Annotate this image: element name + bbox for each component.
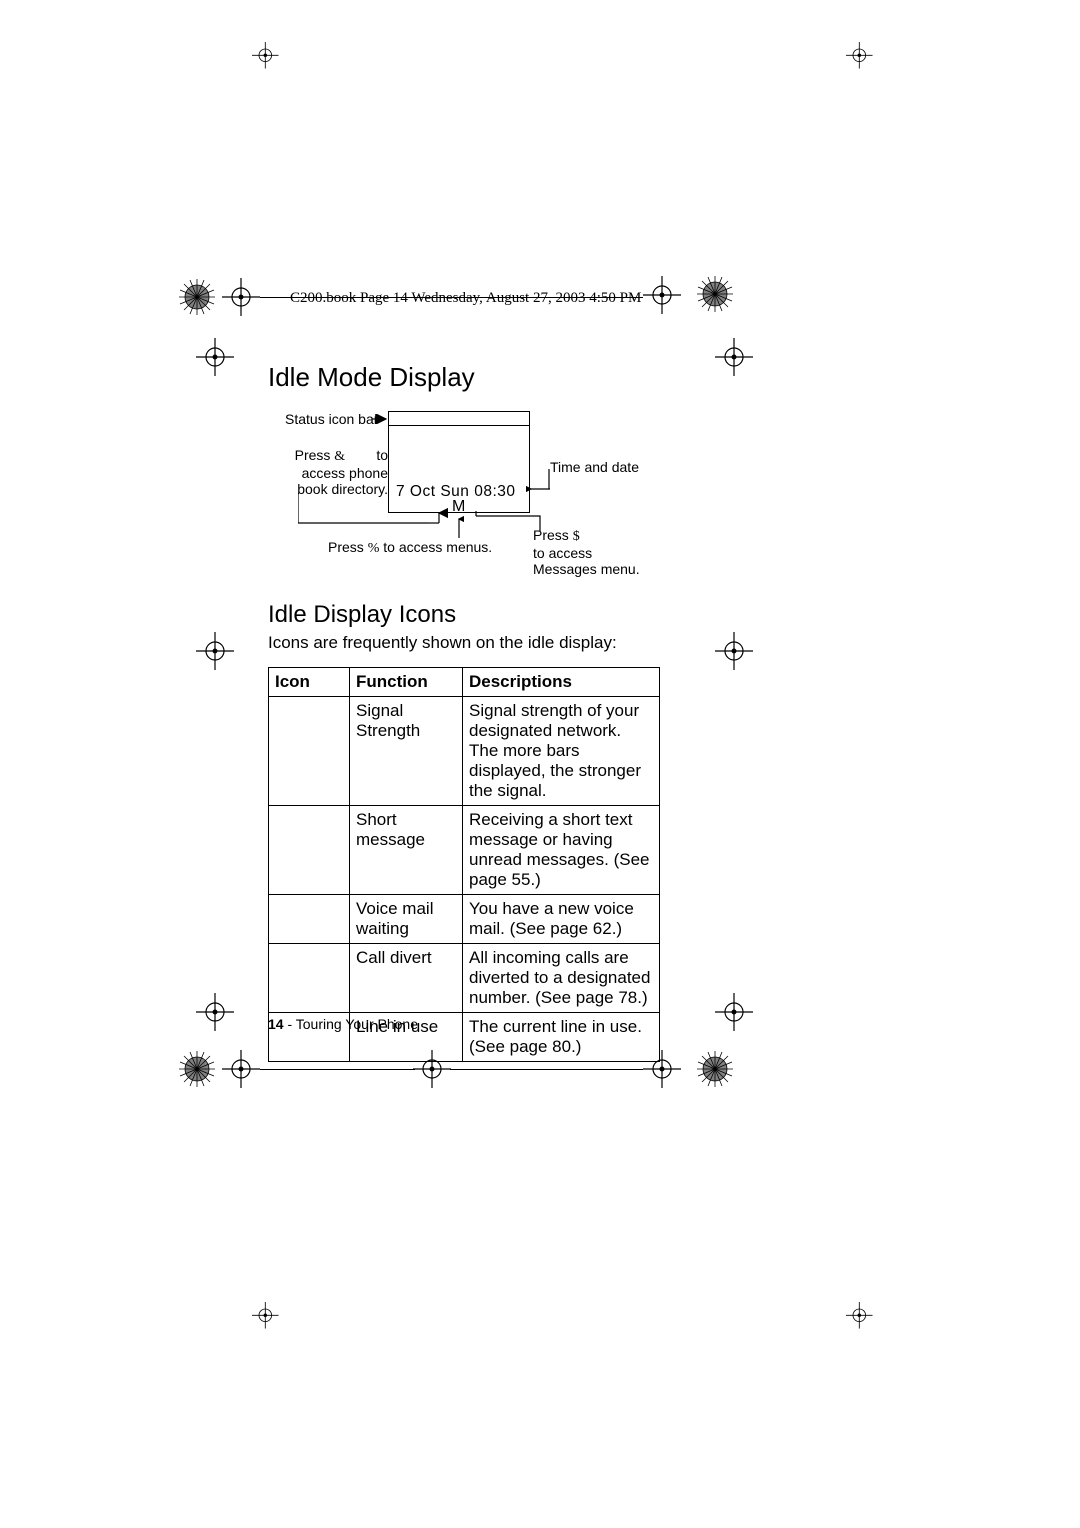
crop-sunburst [178,278,216,316]
table-row: Short message Receiving a short text mes… [269,806,660,895]
crop-sunburst [178,1050,216,1088]
bottom-rule [450,1069,643,1070]
page-footer: 14 - Touring Your Phone [268,1016,418,1032]
cell-description: All incoming calls are diverted to a des… [463,944,660,1013]
header-line: C200.book Page 14 Wednesday, August 27, … [290,290,641,307]
bottom-rule [260,1069,415,1070]
footer-section: - Touring Your Phone [284,1016,418,1032]
cell-icon [269,806,350,895]
crop-sunburst [696,275,734,313]
table-row: Voice mail waiting You have a new voice … [269,895,660,944]
crop-regmark [252,42,279,69]
cell-description: You have a new voice mail. (See page 62.… [463,895,660,944]
heading-idle-icons: Idle Display Icons [268,601,848,629]
crop-regmark [196,338,234,376]
cell-function: Signal Strength [350,697,463,806]
cell-description: Receiving a short text message or having… [463,806,660,895]
status-bar-arrow [372,414,390,424]
crop-regmark [222,1050,260,1088]
crop-regmark [846,42,873,69]
crop-regmark [196,993,234,1031]
cell-icon [269,944,350,1013]
cell-function: Short message [350,806,463,895]
table-header-row: Icon Function Descriptions [269,668,660,697]
th-icon: Icon [269,668,350,697]
crop-regmark [196,632,234,670]
cell-description: The current line in use. (See page 80.) [463,1013,660,1062]
press-menus-label: Press % to access menus. [328,539,492,557]
cell-icon [269,895,350,944]
idle-display-diagram: 7 Oct Sun 08:30 M Status icon bar Press … [268,411,848,581]
time-date-drop [546,469,552,489]
status-bar-divider [388,425,530,426]
press-messages-label: Press $ to access Messages menu. [533,527,640,577]
cell-function: Voice mail waiting [350,895,463,944]
footer-page-number: 14 [268,1016,284,1032]
table-row: Call divert All incoming calls are diver… [269,944,660,1013]
heading-idle-mode: Idle Mode Display [268,362,848,393]
time-date-label: Time and date [550,459,639,475]
press-phonebook-label: Press & to access phone book directory. [288,447,388,497]
messages-connector [468,511,548,541]
phonebook-connector [298,493,448,533]
page-content: Idle Mode Display 7 Oct Sun 08:30 M Stat… [268,362,848,1062]
icons-intro: Icons are frequently shown on the idle d… [268,633,848,653]
cell-function: Call divert [350,944,463,1013]
crop-regmark [643,276,681,314]
table-row: Signal Strength Signal strength of your … [269,697,660,806]
status-bar-label: Status icon bar [285,411,378,427]
icons-table: Icon Function Descriptions Signal Streng… [268,667,660,1062]
crop-regmark [222,278,260,316]
th-descriptions: Descriptions [463,668,660,697]
crop-regmark [846,1302,873,1329]
cell-description: Signal strength of your designated netwo… [463,697,660,806]
crop-regmark [252,1302,279,1329]
cell-icon [269,697,350,806]
th-function: Function [350,668,463,697]
menus-arrow [454,514,464,538]
